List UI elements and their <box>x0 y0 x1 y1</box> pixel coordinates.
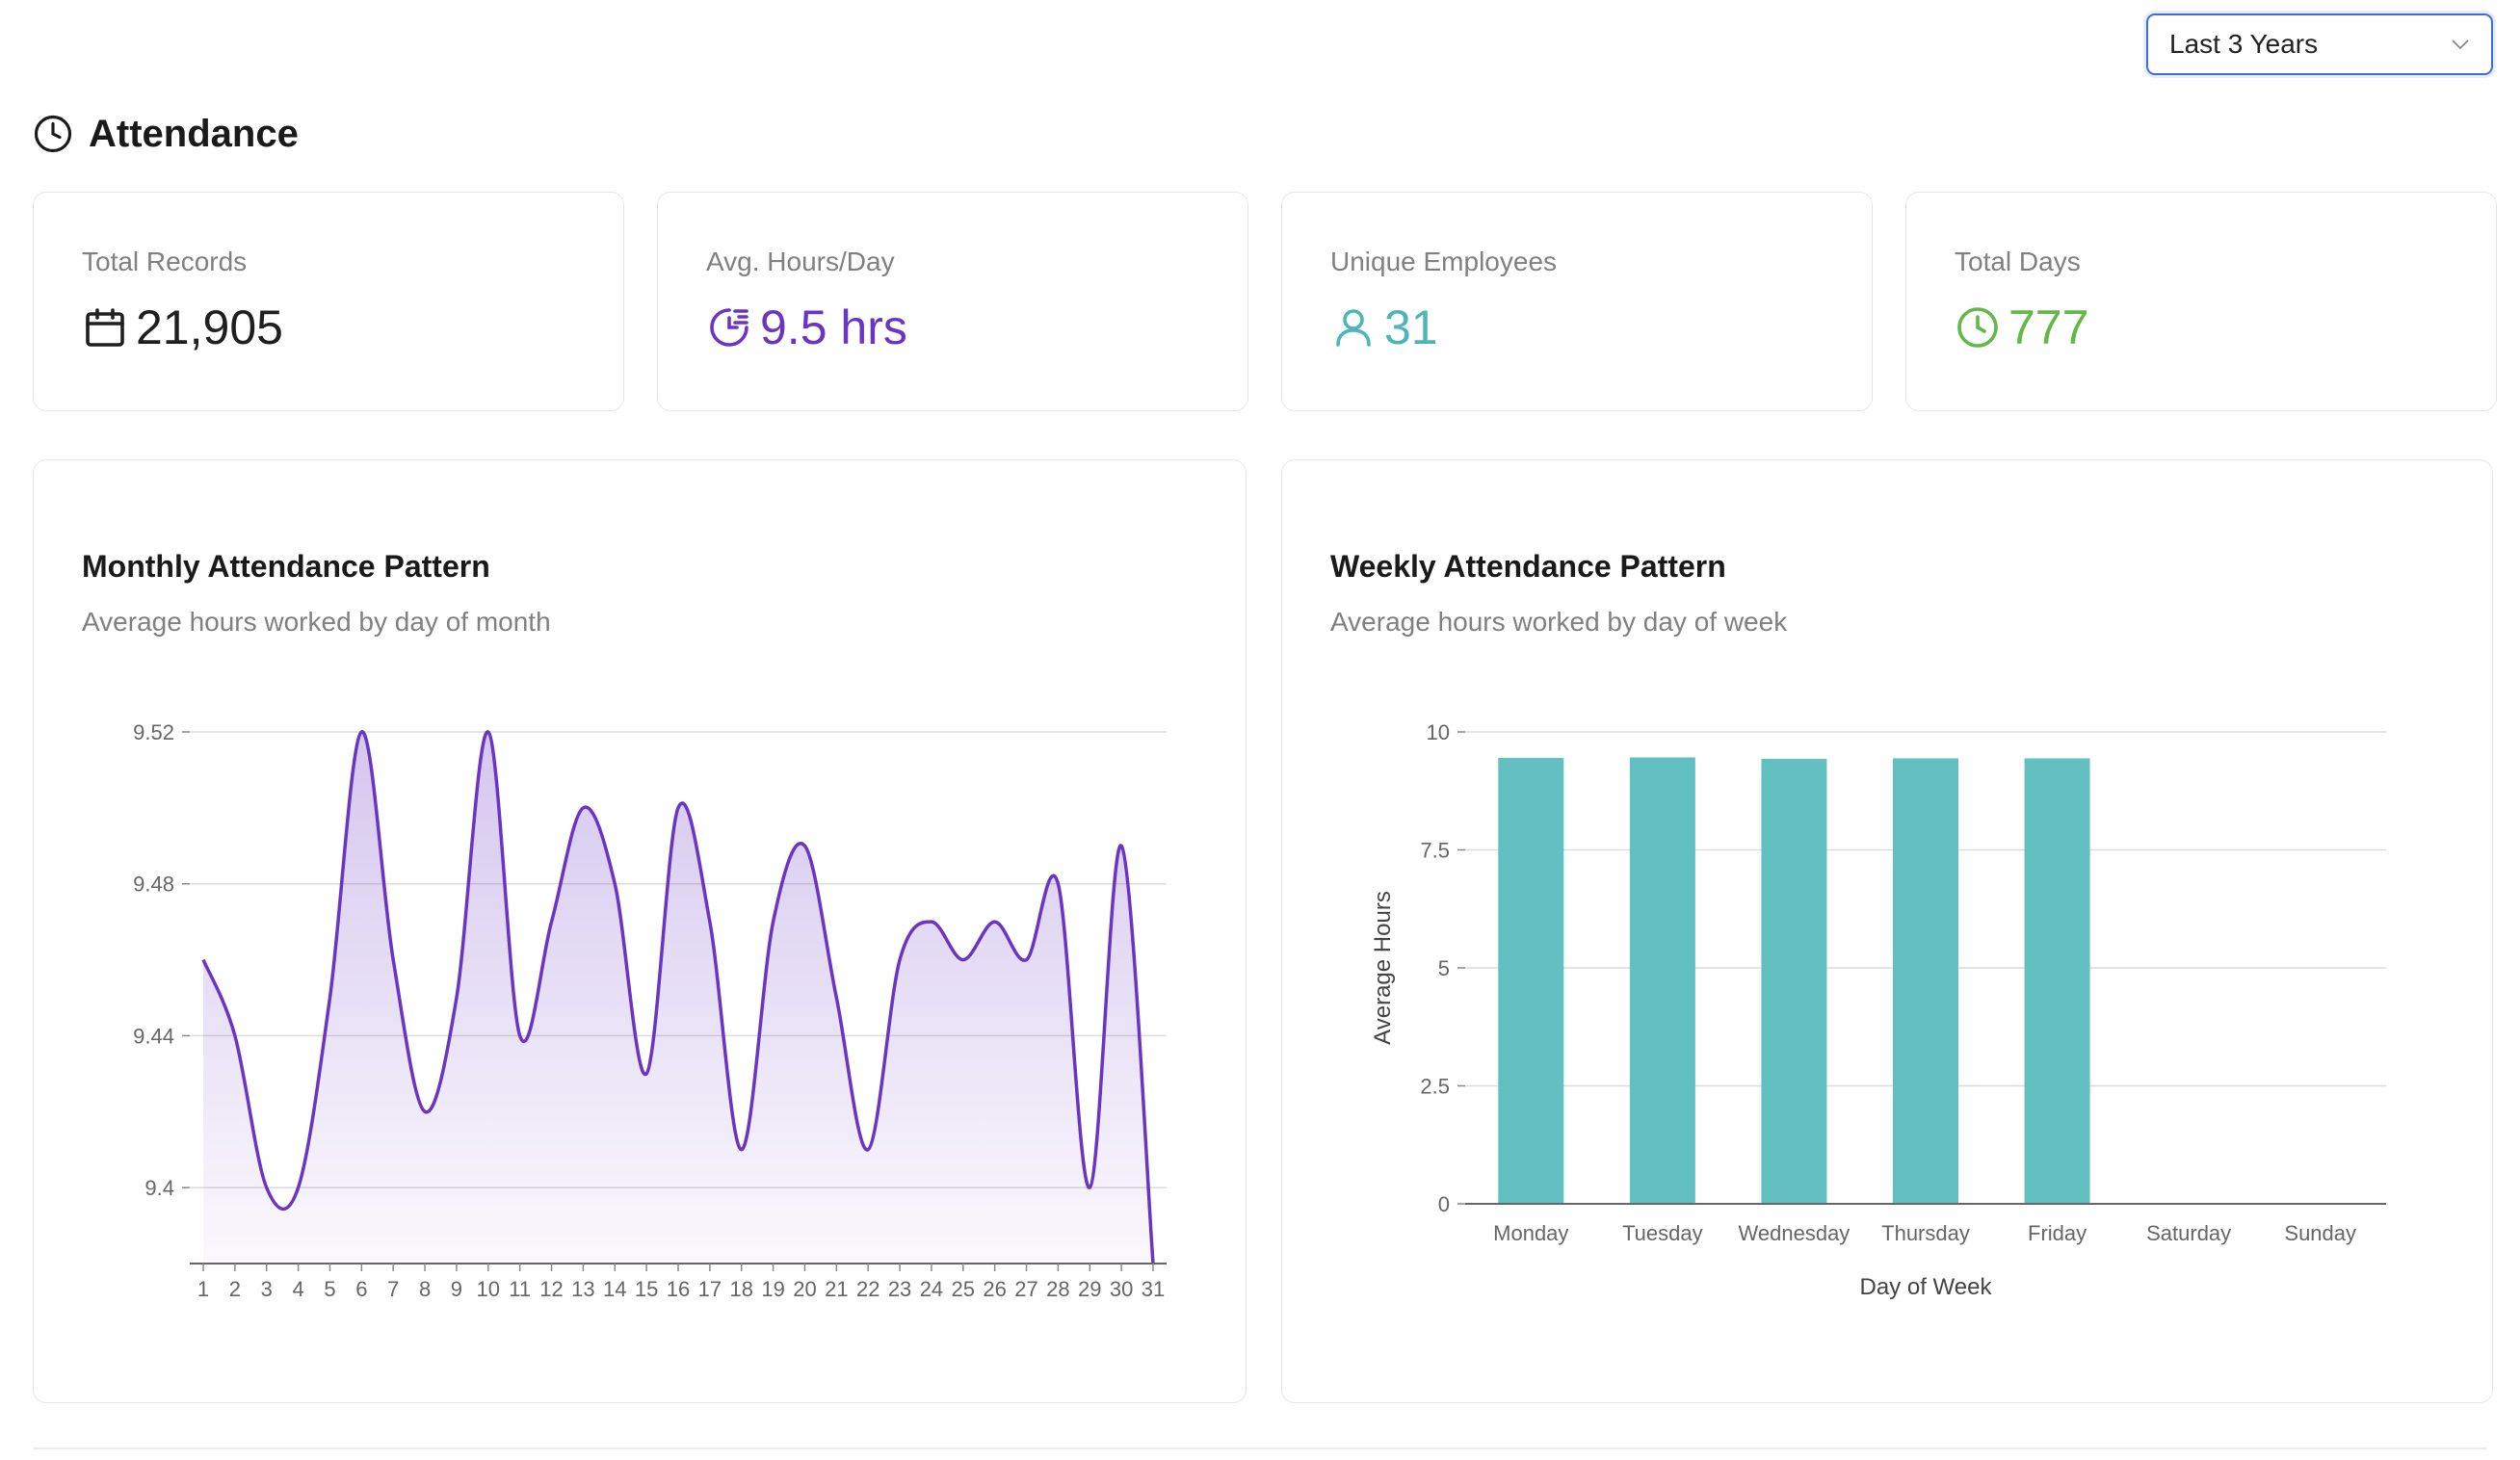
stat-card-total-days: Total Days 777 <box>1905 192 2497 411</box>
y-tick-label: 5 <box>1438 956 1450 980</box>
x-tick-label: Monday <box>1493 1221 1568 1245</box>
x-tick-label: 27 <box>1014 1277 1037 1301</box>
weekly-bar-chart: 0 2.5 5 7.5 10 Monday Tuesday Wednesday Thursday… <box>1370 720 2386 1300</box>
y-tick-label: 7.5 <box>1420 839 1450 863</box>
monthly-area-chart: 9.49.449.489.521 2 3 4 5 6 7 8 9 10 11 12 13 14 15 16 17… <box>133 720 1167 1301</box>
x-tick-label: 7 <box>387 1277 399 1301</box>
x-tick-label: Tuesday <box>1622 1221 1703 1245</box>
x-axis-title: Day of Week <box>1860 1274 1993 1300</box>
time-range-value: Last 3 Years <box>2169 29 2319 59</box>
monthly-attendance-card: Monthly Attendance Pattern Average hours… <box>33 459 1247 1403</box>
weekly-attendance-card: Weekly Attendance Pattern Average hours … <box>1281 459 2493 1403</box>
x-tick-label: 2 <box>229 1277 241 1301</box>
x-tick-label: 16 <box>667 1277 690 1301</box>
x-tick-label: 11 <box>509 1277 531 1301</box>
bar <box>1629 757 1695 1204</box>
x-tick-label: 25 <box>952 1277 975 1301</box>
x-tick-label: 29 <box>1078 1277 1101 1301</box>
y-tick-label: 2.5 <box>1420 1075 1450 1099</box>
y-tick-label: 9.44 <box>133 1024 174 1048</box>
clock-icon <box>1957 307 1998 348</box>
x-tick-label: Wednesday <box>1739 1221 1851 1245</box>
chevron-down-icon <box>2452 39 2469 50</box>
x-tick-label: 15 <box>635 1277 658 1301</box>
bar <box>1761 758 1827 1204</box>
calendar-icon <box>86 308 124 347</box>
stat-label: Unique Employees <box>1330 247 1558 276</box>
chart-title: Monthly Attendance Pattern <box>82 549 490 584</box>
x-tick-label: 3 <box>261 1277 273 1301</box>
x-tick-label: 8 <box>419 1277 431 1301</box>
stat-card-total-records: Total Records 21,905 <box>33 192 624 411</box>
x-tick-label: 10 <box>477 1277 500 1301</box>
y-tick-label: 10 <box>1427 720 1450 744</box>
stat-label: Total Days <box>1955 247 2081 276</box>
area-fill <box>203 731 1153 1264</box>
bar <box>2024 758 2090 1204</box>
chart-subtitle: Average hours worked by day of week <box>1330 607 1788 637</box>
user-icon <box>1336 309 1371 347</box>
bar <box>1498 757 1564 1204</box>
x-tick-label: 22 <box>856 1277 879 1301</box>
x-tick-label: 13 <box>571 1277 594 1301</box>
x-tick-label: 1 <box>197 1277 209 1301</box>
page-header: Attendance <box>33 110 299 158</box>
series-line <box>201 730 1155 1264</box>
x-tick-label: 23 <box>888 1277 911 1301</box>
stat-value: 777 <box>2008 300 2089 354</box>
y-tick-label: 9.4 <box>144 1176 174 1200</box>
x-tick-label: 26 <box>983 1277 1006 1301</box>
y-tick-label: 9.52 <box>133 720 174 744</box>
x-tick-label: 12 <box>539 1277 563 1301</box>
stat-label: Avg. Hours/Day <box>706 247 895 276</box>
x-tick-label: 19 <box>761 1277 784 1301</box>
x-tick-label: 5 <box>324 1277 335 1301</box>
clock-icon <box>34 115 72 153</box>
x-tick-label: 4 <box>292 1277 303 1301</box>
x-tick-label: 18 <box>729 1277 752 1301</box>
x-tick-label: 28 <box>1046 1277 1069 1301</box>
x-tick-label: 9 <box>451 1277 462 1301</box>
time-range-select[interactable]: Last 3 Years <box>2146 13 2493 75</box>
chart-subtitle: Average hours worked by day of month <box>82 607 551 637</box>
stat-card-avg-hours: Avg. Hours/Day 9.5 hrs <box>657 192 1248 411</box>
x-tick-label: Saturday <box>2146 1221 2231 1245</box>
stat-value: 9.5 hrs <box>760 300 907 354</box>
x-tick-label: 6 <box>355 1277 367 1301</box>
y-tick-label: 0 <box>1438 1192 1450 1216</box>
stat-label: Total Records <box>82 247 248 276</box>
x-tick-label: 21 <box>825 1277 848 1301</box>
stat-value: 31 <box>1384 300 1438 354</box>
y-axis-title: Average Hours <box>1370 891 1396 1045</box>
section-divider <box>33 1447 2487 1449</box>
chart-title: Weekly Attendance Pattern <box>1330 549 1726 584</box>
x-tick-label: 31 <box>1142 1277 1165 1301</box>
page-title: Attendance <box>89 112 299 155</box>
x-tick-label: Sunday <box>2284 1221 2356 1245</box>
stat-card-unique-employees: Unique Employees 31 <box>1281 192 1873 411</box>
x-tick-label: 17 <box>698 1277 722 1301</box>
stat-value: 21,905 <box>136 300 283 354</box>
y-tick-label: 9.48 <box>133 873 174 897</box>
x-tick-label: Thursday <box>1881 1221 1970 1245</box>
x-tick-label: Friday <box>2028 1221 2087 1245</box>
x-tick-label: 14 <box>603 1277 626 1301</box>
x-tick-label: 24 <box>920 1277 943 1301</box>
bar <box>1893 758 1958 1204</box>
clock-chart-icon <box>710 308 748 347</box>
x-tick-label: 30 <box>1110 1277 1133 1301</box>
x-tick-label: 20 <box>793 1277 816 1301</box>
